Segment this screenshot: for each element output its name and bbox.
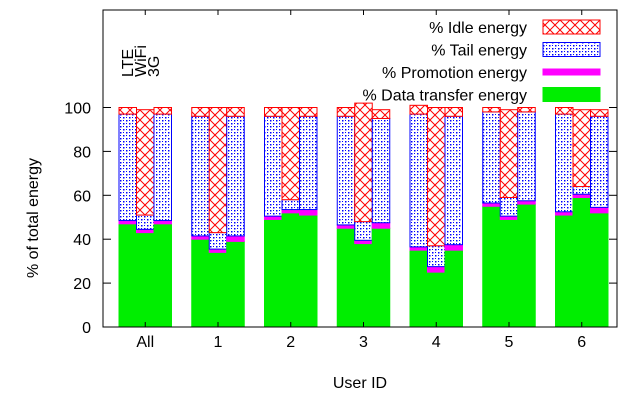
bar-segment-4-3G-0 — [444, 249, 463, 328]
bar-segment-1-3G-3 — [226, 107, 245, 117]
bar-segment-2-WiFi-3 — [281, 107, 300, 201]
bar-segment-6-LTE-0 — [555, 214, 574, 328]
bar-segment-1-3G-1 — [226, 235, 245, 242]
bar-segment-5-LTE-2 — [482, 111, 501, 204]
bar-segment-2-LTE-2 — [264, 115, 283, 217]
legend-swatch — [542, 87, 601, 102]
bar-segment-6-LTE-3 — [555, 107, 574, 115]
x-tick-label: All — [136, 334, 154, 351]
bar-segment-2-LTE-3 — [264, 107, 283, 117]
bar-segment-1-WiFi-3 — [208, 107, 228, 234]
bar-segment-5-3G-0 — [517, 203, 536, 328]
bar-segment-4-LTE-2 — [409, 113, 428, 248]
bar-segment-1-LTE-2 — [191, 115, 210, 237]
bar-segment-3-WiFi-3 — [354, 102, 373, 223]
bar-segment-1-WiFi-2 — [208, 232, 228, 250]
bar-segment-1-LTE-3 — [191, 107, 210, 117]
bar-order-label-WiFi: WiFi — [133, 45, 150, 77]
y-tick-label: 60 — [73, 188, 91, 205]
bar-segment-6-WiFi-2 — [572, 186, 591, 195]
bar-segment-1-3G-0 — [226, 240, 245, 328]
y-tick-label: 40 — [73, 232, 91, 249]
bar-segment-3-WiFi-2 — [354, 221, 373, 241]
bar-order-label-3G: 3G — [146, 56, 163, 77]
bar-segment-3-LTE-3 — [336, 107, 356, 117]
bar-segment-All-3G-0 — [153, 223, 172, 328]
bar-segment-5-WiFi-3 — [499, 109, 519, 198]
bar-segment-All-WiFi-2 — [136, 214, 155, 230]
bar-segment-6-3G-3 — [590, 109, 609, 117]
x-tick-label: 6 — [577, 334, 586, 351]
x-tick-label: 1 — [214, 334, 223, 351]
bar-segment-1-LTE-0 — [191, 238, 210, 328]
bar-segment-2-LTE-0 — [264, 218, 283, 328]
bar-segment-All-LTE-3 — [118, 107, 137, 115]
bar-segment-4-LTE-0 — [409, 249, 428, 328]
x-tick-label: 4 — [432, 334, 441, 351]
bar-segment-3-3G-3 — [371, 109, 391, 119]
bar-segment-4-LTE-3 — [409, 104, 428, 115]
bar-segment-All-3G-2 — [153, 113, 172, 222]
bar-segment-6-WiFi-3 — [572, 109, 591, 188]
bar-segment-All-LTE-0 — [118, 223, 137, 328]
bar-segment-3-3G-2 — [371, 117, 391, 224]
bar-segment-1-3G-2 — [226, 115, 245, 237]
legend-swatch — [542, 42, 601, 57]
bar-segment-4-WiFi-0 — [427, 271, 446, 328]
x-axis-label: User ID — [333, 375, 387, 392]
bar-segment-All-3G-3 — [153, 107, 172, 115]
bar-order-label-LTE: LTE — [120, 49, 137, 77]
plot-frame — [102, 9, 618, 328]
bar-segment-6-LTE-2 — [555, 113, 574, 213]
bar-segment-2-3G-1 — [299, 209, 318, 216]
bar-segment-5-WiFi-0 — [499, 218, 519, 328]
bar-segment-6-WiFi-0 — [572, 196, 591, 328]
bar-segment-2-3G-3 — [299, 107, 318, 117]
y-tick-label: 100 — [64, 101, 91, 118]
bar-segment-6-3G-0 — [590, 212, 609, 328]
x-tick-label: 3 — [359, 334, 368, 351]
legend-label: % Data transfer energy — [362, 88, 527, 105]
y-axis-label: % of total energy — [25, 158, 42, 278]
bar-segment-3-LTE-0 — [336, 227, 356, 328]
x-tick-label: 5 — [505, 334, 514, 351]
bar-segment-4-3G-3 — [444, 107, 463, 117]
bar-segment-4-WiFi-2 — [427, 245, 446, 268]
bar-segment-5-LTE-3 — [482, 107, 501, 113]
bar-segment-2-3G-0 — [299, 214, 318, 328]
legend-label: % Promotion energy — [382, 65, 527, 82]
bar-segment-5-3G-3 — [517, 107, 536, 113]
bar-segment-All-WiFi-3 — [136, 109, 155, 216]
bar-segment-5-LTE-0 — [482, 205, 501, 328]
legend-label: % Tail energy — [431, 43, 527, 60]
bar-segment-4-WiFi-1 — [427, 266, 446, 273]
bar-segment-5-WiFi-2 — [499, 196, 519, 217]
bar-segment-3-3G-0 — [371, 227, 391, 328]
x-tick-label: 2 — [286, 334, 295, 351]
bar-segment-2-3G-2 — [299, 115, 318, 211]
y-tick-label: 80 — [73, 144, 91, 161]
bar-segment-All-LTE-2 — [118, 113, 137, 222]
legend-label: % Idle energy — [429, 20, 527, 37]
bar-segment-All-WiFi-0 — [136, 232, 155, 328]
bar-segment-2-WiFi-0 — [281, 212, 300, 328]
bar-segment-4-WiFi-3 — [427, 107, 446, 247]
bar-segment-3-LTE-2 — [336, 115, 356, 226]
bar-segment-5-3G-2 — [517, 111, 536, 202]
bar-segment-6-3G-2 — [590, 115, 609, 208]
bar-segment-4-3G-1 — [444, 244, 463, 251]
bar-segment-4-3G-2 — [444, 115, 463, 246]
y-tick-label: 0 — [82, 320, 91, 337]
bar-segment-1-WiFi-0 — [208, 251, 228, 328]
legend-swatch — [542, 19, 601, 35]
bar-segment-2-WiFi-2 — [281, 199, 300, 211]
bar-segment-3-WiFi-0 — [354, 243, 373, 328]
y-tick-label: 20 — [73, 276, 91, 293]
legend-swatch — [542, 68, 601, 76]
bar-segment-3-3G-1 — [371, 222, 391, 229]
bar-segment-6-3G-1 — [590, 206, 609, 214]
